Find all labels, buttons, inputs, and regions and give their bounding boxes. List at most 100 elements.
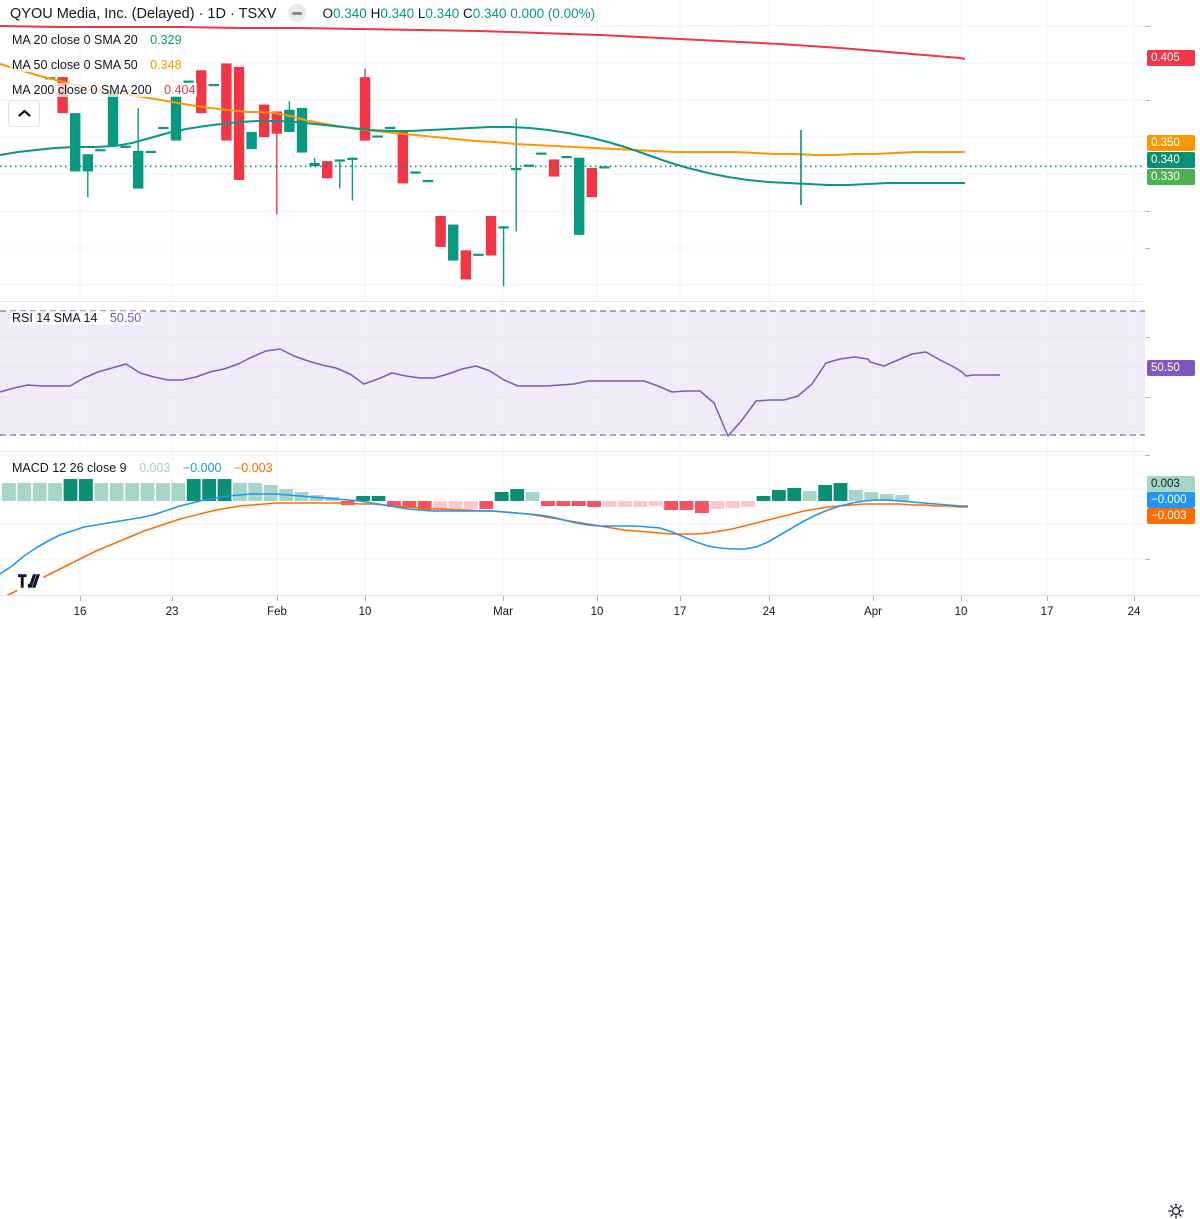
macd-histogram-bar xyxy=(756,496,771,501)
candle-body xyxy=(372,135,383,138)
pane-separator-macd[interactable] xyxy=(0,451,1145,452)
axis-tick-mark xyxy=(1145,248,1150,249)
rsi-line xyxy=(0,348,1000,437)
time-axis-label: Mar xyxy=(493,606,513,618)
candle-body xyxy=(473,253,484,256)
time-tick-mark xyxy=(365,596,366,601)
time-tick-mark xyxy=(1134,596,1135,601)
last-price-badge[interactable]: 0.340 xyxy=(1147,152,1195,168)
macd-histogram-bar xyxy=(864,492,879,501)
axis-tick-mark xyxy=(1145,100,1150,101)
ma20-price-badge[interactable]: 0.330 xyxy=(1147,169,1195,185)
high-value: 0.340 xyxy=(380,5,415,21)
macd-histogram-bar xyxy=(433,501,447,511)
time-tick-mark xyxy=(80,596,81,601)
macd-pane[interactable] xyxy=(0,452,1145,595)
macd-hist-value: 0.003 xyxy=(139,461,171,475)
price-scale[interactable]: 0.4250.3750.3000.2750.4000.3250.4050.350… xyxy=(1145,0,1200,595)
time-tick-mark xyxy=(1047,596,1048,601)
candle-body xyxy=(574,157,585,235)
macd-histogram-bar xyxy=(510,489,524,501)
candle-body xyxy=(70,113,81,172)
candle-body xyxy=(271,111,282,134)
rsi-pane[interactable] xyxy=(0,302,1145,450)
time-tick-mark xyxy=(961,596,962,601)
candle-body xyxy=(410,171,421,174)
macd-histogram-bar xyxy=(710,501,725,509)
macd-histogram-bar xyxy=(895,495,909,501)
macd-histogram-bar xyxy=(541,501,555,506)
macd-legend[interactable]: MACD 12 26 close 9 0.003 −0.000 −0.003 xyxy=(10,461,275,475)
candle-body xyxy=(397,132,408,184)
chart-settings-button[interactable] xyxy=(1168,1203,1184,1219)
candle-body xyxy=(511,168,522,171)
time-axis-label: 10 xyxy=(590,606,604,618)
ma200-price-badge[interactable]: 0.405 xyxy=(1147,50,1195,66)
macd-histogram-bar xyxy=(648,501,663,506)
macd-signal-badge[interactable]: −0.003 xyxy=(1147,508,1195,524)
macd-histogram-bar xyxy=(571,501,586,506)
macd-histogram-bar xyxy=(802,491,817,501)
macd-plot xyxy=(0,452,1145,595)
candle-body xyxy=(347,157,358,160)
time-scale[interactable]: 16 23 Feb 10 Mar 10 17 24 Apr 10 17 24 xyxy=(0,595,1200,1219)
macd-line-badge[interactable]: −0.000 xyxy=(1147,492,1195,508)
macd-line-value: −0.000 xyxy=(182,461,222,475)
candle-body xyxy=(599,166,610,169)
macd-histogram-bar xyxy=(602,501,617,507)
symbol-title[interactable]: QYOU Media, Inc. (Delayed) · 1D · TSXV xyxy=(10,5,277,22)
macd-histogram-bar xyxy=(17,483,32,501)
ma50-value: 0.348 xyxy=(150,58,182,72)
macd-histogram-bar xyxy=(818,485,832,501)
macd-histogram-bar xyxy=(741,501,755,507)
axis-tick-mark xyxy=(1145,26,1150,27)
macd-hist-badge[interactable]: 0.003 xyxy=(1147,476,1195,492)
candle-body xyxy=(133,150,144,189)
time-axis-label: 24 xyxy=(1127,606,1141,618)
candle-body xyxy=(359,77,371,141)
ma20-legend[interactable]: MA 20 close 0 SMA 20 0.329 xyxy=(10,33,184,47)
candle-body xyxy=(334,159,345,162)
high-label: H xyxy=(370,5,381,21)
macd-histogram-bar xyxy=(387,501,401,507)
axis-tick-mark xyxy=(1145,211,1150,212)
macd-histogram-bar xyxy=(494,492,509,501)
close-label: C xyxy=(462,5,473,21)
time-axis-label: 17 xyxy=(1040,606,1054,618)
open-value: 0.340 xyxy=(333,5,367,21)
ma50-legend[interactable]: MA 50 close 0 SMA 50 0.348 xyxy=(10,58,184,72)
candle-body xyxy=(183,80,194,83)
macd-signal-value: −0.003 xyxy=(233,461,273,475)
time-tick-mark xyxy=(597,596,598,601)
ma20-label: MA 20 close 0 SMA 20 xyxy=(12,33,138,47)
time-tick-mark xyxy=(873,596,874,601)
candle-body xyxy=(208,84,219,87)
rsi-value: 50.50 xyxy=(109,311,142,325)
candle-body xyxy=(561,156,572,159)
macd-histogram-bar xyxy=(787,488,802,501)
time-tick-mark xyxy=(680,596,681,601)
macd-histogram-bar xyxy=(448,501,463,510)
rsi-value-badge[interactable]: 50.50 xyxy=(1147,360,1195,376)
candle-body xyxy=(233,66,245,180)
rsi-legend[interactable]: RSI 14 SMA 14 50.50 xyxy=(10,311,144,325)
macd-histogram-bar xyxy=(140,483,155,501)
tradingview-logo[interactable] xyxy=(14,566,44,596)
collapse-pane-button[interactable] xyxy=(8,100,40,127)
ma50-price-badge[interactable]: 0.350 xyxy=(1147,135,1195,151)
candle-body xyxy=(485,216,497,256)
candle-body xyxy=(145,150,156,154)
candle-body xyxy=(309,162,320,167)
pane-separator-rsi[interactable] xyxy=(0,301,1145,302)
price-pane[interactable] xyxy=(0,0,1145,300)
time-tick-mark xyxy=(503,596,504,601)
macd-histogram-bar xyxy=(849,490,863,501)
macd-histogram-bar xyxy=(156,483,170,501)
axis-tick-mark xyxy=(1145,455,1150,456)
time-axis-label: 10 xyxy=(954,606,968,618)
macd-histogram-bar xyxy=(202,479,216,501)
ma200-legend[interactable]: MA 200 close 0 SMA 200 0.404 xyxy=(10,83,198,97)
macd-line xyxy=(0,493,968,575)
close-value: 0.340 xyxy=(472,5,507,21)
macd-histogram-bar xyxy=(772,490,786,501)
